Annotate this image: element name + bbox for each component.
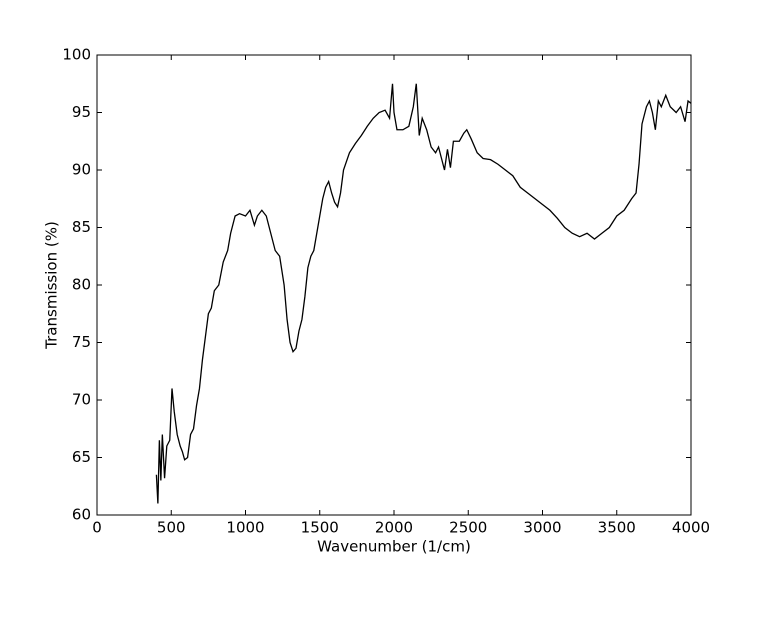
y-tick-label: 65 xyxy=(72,448,91,466)
x-tick-label: 2000 xyxy=(375,519,413,537)
x-tick-label: 3000 xyxy=(523,519,561,537)
y-axis-label: Transmission (%) xyxy=(43,221,61,350)
x-tick-label: 3500 xyxy=(598,519,636,537)
y-tick-label: 90 xyxy=(72,161,91,179)
y-tick-label: 60 xyxy=(72,506,91,524)
x-tick-label: 500 xyxy=(157,519,186,537)
plot-frame xyxy=(96,54,692,516)
line xyxy=(155,83,692,504)
x-tick-label: 1000 xyxy=(226,519,264,537)
x-tick-label: 4000 xyxy=(672,519,710,537)
x-tick-label: 1500 xyxy=(301,519,339,537)
y-tick-label: 95 xyxy=(72,103,91,121)
y-tick-label: 70 xyxy=(72,391,91,409)
y-tick-label: 100 xyxy=(62,46,91,64)
y-tick-label: 75 xyxy=(72,333,91,351)
x-tick-label: 2500 xyxy=(449,519,487,537)
y-tick-label: 85 xyxy=(72,218,91,236)
x-tick-label: 0 xyxy=(92,519,102,537)
x-axis-label: Wavenumber (1/cm) xyxy=(317,538,471,556)
y-tick-label: 80 xyxy=(72,276,91,294)
